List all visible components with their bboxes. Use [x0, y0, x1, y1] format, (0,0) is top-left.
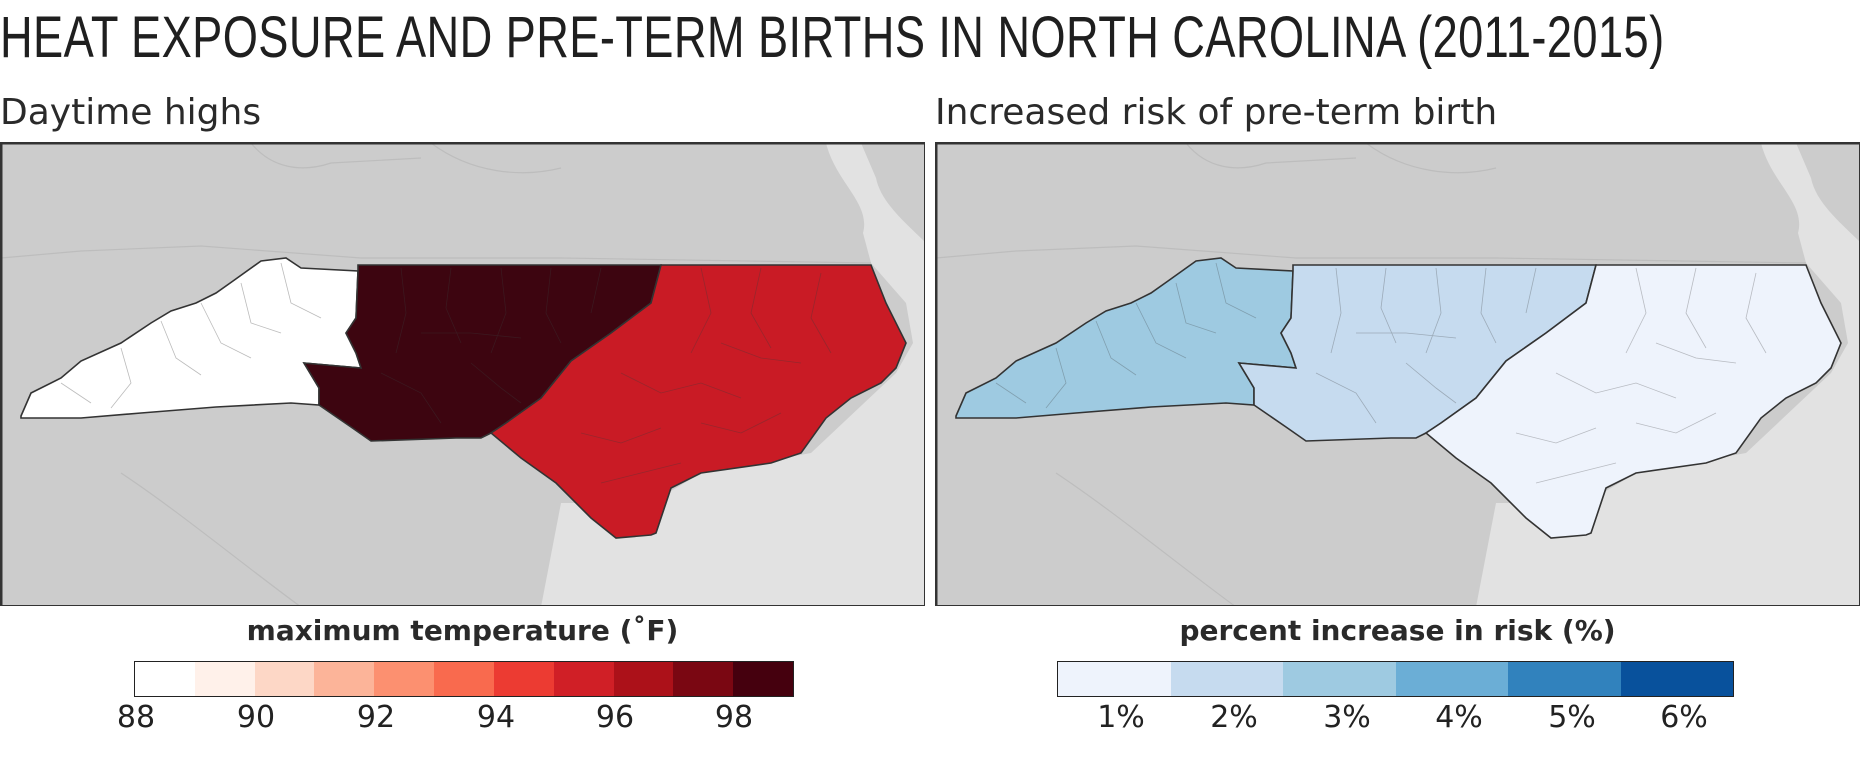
right-subtitle: Increased risk of pre-term birth [935, 92, 1498, 133]
temperature-tick: 92 [356, 700, 396, 735]
risk-tick: 3% [1323, 700, 1371, 735]
land-east-shore [1796, 143, 1859, 242]
temperature-colorbar-swatch [194, 662, 255, 696]
region-east [1424, 264, 1842, 539]
temperature-colorbar-swatch [314, 662, 375, 696]
county-lines [60, 262, 832, 484]
risk-colorbar-swatch [1508, 662, 1621, 696]
temperature-tick: 88 [116, 700, 156, 735]
risk-colorbar-swatch [1395, 662, 1508, 696]
temperature-map-svg [1, 143, 924, 605]
temperature-tick: 98 [714, 700, 754, 735]
risk-colorbar-swatch [1170, 662, 1283, 696]
temperature-colorbar-swatch [493, 662, 554, 696]
land-east-shore [861, 143, 924, 242]
risk-tick: 5% [1548, 700, 1596, 735]
risk-colorbar-swatch [1620, 662, 1733, 696]
temperature-ticks: 88 90 92 94 96 98 [117, 700, 794, 740]
nc-regions [955, 257, 1842, 539]
risk-tick: 4% [1435, 700, 1483, 735]
county-lines [995, 262, 1767, 484]
temperature-tick: 94 [476, 700, 516, 735]
risk-map [935, 142, 1860, 606]
temperature-colorbar-swatch [254, 662, 315, 696]
risk-tick: 6% [1660, 700, 1708, 735]
temperature-colorbar [134, 661, 794, 697]
temperature-colorbar-swatch [613, 662, 674, 696]
temperature-colorbar-swatch [434, 662, 494, 696]
temperature-map [0, 142, 925, 606]
risk-tick: 1% [1097, 700, 1145, 735]
temperature-colorbar-swatch [733, 662, 793, 696]
risk-tick: 2% [1210, 700, 1258, 735]
risk-colorbar-title: percent increase in risk (%) [1179, 614, 1616, 647]
temperature-colorbar-swatch [553, 662, 614, 696]
neighbor-state-borders [1, 143, 872, 605]
region-east [489, 264, 907, 539]
temperature-colorbar-swatch [135, 662, 195, 696]
risk-colorbar [1057, 661, 1734, 697]
temperature-colorbar-swatch [374, 662, 435, 696]
temperature-colorbar-swatch [673, 662, 734, 696]
risk-ticks: 1% 2% 3% 4% 5% 6% [1057, 700, 1734, 740]
nc-regions [20, 257, 907, 539]
neighbor-state-borders [936, 143, 1807, 605]
temperature-colorbar-title: maximum temperature (˚F) [246, 614, 679, 647]
risk-colorbar-swatch [1058, 662, 1171, 696]
temperature-tick: 96 [595, 700, 635, 735]
temperature-tick: 90 [236, 700, 276, 735]
left-subtitle: Daytime highs [0, 92, 262, 133]
risk-map-svg [936, 143, 1859, 605]
page-title: HEAT EXPOSURE AND PRE-TERM BIRTHS IN NOR… [0, 5, 1665, 70]
risk-colorbar-swatch [1283, 662, 1396, 696]
